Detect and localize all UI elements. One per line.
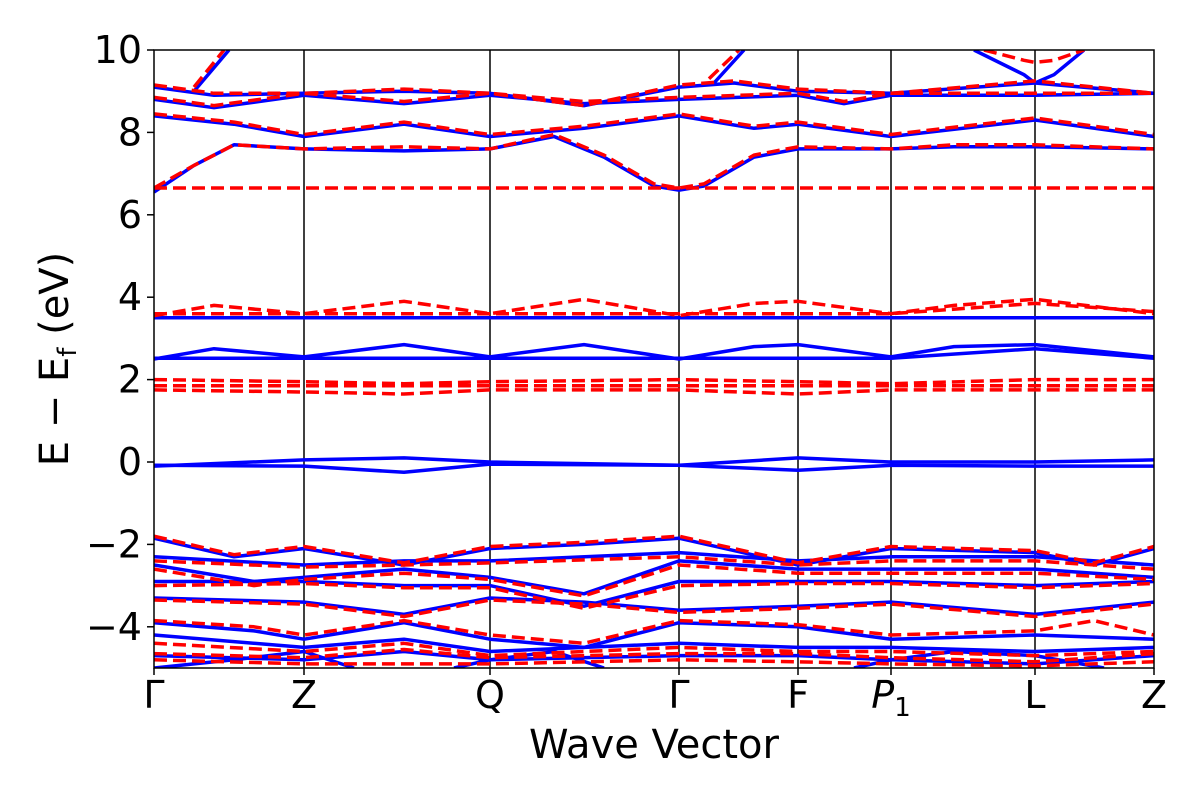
y-tick-label: 10 xyxy=(94,28,142,72)
solid-band-16 xyxy=(154,596,1154,617)
solid-band-11 xyxy=(154,462,1154,475)
dashed-band-16 xyxy=(154,581,1154,611)
band-lines xyxy=(154,50,1154,668)
dashed-band-1 xyxy=(154,132,1154,190)
solid-band-5 xyxy=(712,50,746,85)
y-axis-ticks: −4 −2 0 2 4 6 8 10 xyxy=(86,28,154,649)
solid-band-14 xyxy=(154,559,1154,596)
dashed-band-12 xyxy=(154,388,1154,396)
solid-band-18 xyxy=(154,633,1154,654)
solid-band-1 xyxy=(154,114,1154,139)
dashed-band-4 xyxy=(154,79,1154,108)
solid-band-2 xyxy=(154,91,1154,110)
solid-band-6 xyxy=(973,50,1086,85)
solid-band-12 xyxy=(154,536,1154,567)
y-tick-label: 2 xyxy=(118,358,142,402)
y-tick-label: 4 xyxy=(118,275,142,319)
solid-band-13 xyxy=(154,550,1154,567)
dashed-band-6 xyxy=(707,50,741,81)
x-tick-label: L xyxy=(1024,673,1045,717)
solid-band-4 xyxy=(192,50,231,93)
dashed-band-19 xyxy=(154,641,1154,658)
dashed-band-13 xyxy=(154,534,1154,565)
x-tick-label: Q xyxy=(475,673,505,717)
y-axis-title: E − Ef (eV) xyxy=(32,252,83,467)
dashed-band-14 xyxy=(154,555,1154,571)
solid-band-15 xyxy=(154,579,1154,608)
dashed-band-8 xyxy=(154,297,1154,318)
x-tick-label: Z xyxy=(1141,673,1167,717)
dashed-band-17 xyxy=(154,598,1154,619)
x-tick-label: Z xyxy=(291,673,317,717)
x-tick-label: Γ xyxy=(143,673,164,717)
x-axis-title: Wave Vector xyxy=(529,722,780,768)
dashed-band-2 xyxy=(154,112,1154,137)
dashed-band-20 xyxy=(154,647,1154,664)
y-tick-label: 8 xyxy=(118,110,142,154)
x-tick-label: Γ xyxy=(668,673,689,717)
dashed-band-21 xyxy=(154,658,1154,668)
x-tick-label: P1 xyxy=(871,673,910,723)
solid-band-19 xyxy=(154,649,1154,666)
y-axis-title-main: E − E xyxy=(32,357,78,467)
solid-band-9 xyxy=(154,346,1154,360)
dashed-band-3 xyxy=(154,91,1154,108)
dashed-band-10 xyxy=(154,377,1154,386)
y-axis-title-subscript: f xyxy=(53,347,83,357)
y-axis-title-unit: (eV) xyxy=(32,252,78,348)
dashed-band-5 xyxy=(192,50,226,89)
y-tick-label: 0 xyxy=(118,440,142,484)
y-tick-label: −4 xyxy=(86,605,142,649)
dashed-band-7 xyxy=(983,50,1085,65)
x-tick-label: F xyxy=(787,673,809,717)
dashed-band-15 xyxy=(154,563,1154,598)
y-tick-label: 6 xyxy=(118,193,142,237)
dashed-band-18 xyxy=(154,618,1154,646)
dashed-band-9 xyxy=(154,301,1154,316)
x-axis-ticks: Γ Z Q Γ F P1 L Z xyxy=(143,668,1167,723)
plot-frame xyxy=(153,49,1155,669)
y-tick-label: −2 xyxy=(86,522,142,566)
